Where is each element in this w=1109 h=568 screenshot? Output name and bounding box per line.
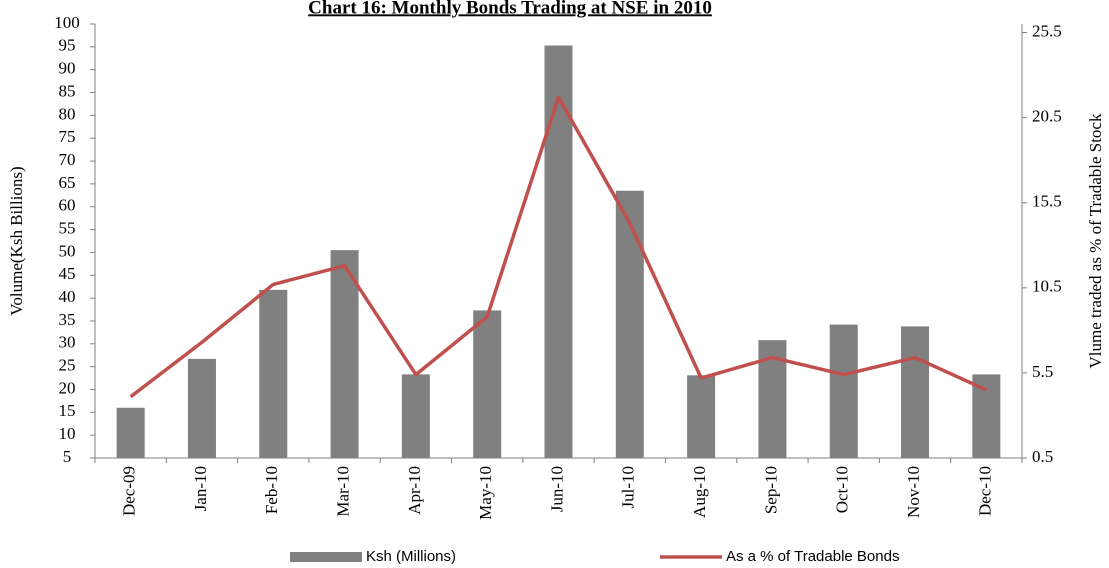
y-tick-label: 60 [59, 196, 76, 215]
x-tick-label: Jan-10 [191, 466, 210, 511]
bar [901, 326, 930, 458]
y-tick-label: 55 [59, 218, 76, 237]
y-tick-label: 5 [63, 447, 72, 466]
y2-tick-label: 0.5 [1032, 447, 1053, 466]
y-tick-label: 70 [59, 150, 76, 169]
y-tick-label: 40 [59, 287, 76, 306]
bar [259, 289, 288, 458]
y-tick-label: 45 [59, 264, 76, 283]
x-tick-label: Feb-10 [262, 466, 281, 514]
bar [116, 407, 145, 458]
x-tick-label: Apr-10 [405, 466, 424, 515]
x-tick-label: Mar-10 [333, 466, 352, 517]
y-tick-label: 75 [59, 127, 76, 146]
x-tick-label: Aug-10 [690, 466, 709, 518]
y2-axis-label: Vlume traded as % of Tradable Stock [1086, 113, 1105, 368]
x-tick-label: Nov-10 [904, 466, 923, 518]
legend-label: As a % of Tradable Bonds [726, 548, 899, 565]
y-tick-label: 80 [59, 104, 76, 123]
y-axis-label: Volume(Ksh Billions) [7, 166, 26, 315]
bar [544, 45, 573, 458]
y-tick-label: 50 [59, 241, 76, 260]
bar [330, 250, 359, 458]
x-tick-label: May-10 [476, 466, 495, 520]
y-tick-label: 25 [59, 356, 76, 375]
bar [615, 190, 644, 458]
bar [687, 375, 716, 458]
x-tick-label: Dec-10 [975, 466, 994, 516]
y2-tick-label: 5.5 [1032, 362, 1053, 381]
bar [401, 374, 430, 458]
y2-tick-label: 10.5 [1032, 277, 1062, 296]
chart-title: Chart 16: Monthly Bonds Trading at NSE i… [308, 0, 712, 18]
y-tick-label: 65 [59, 173, 76, 192]
y-tick-label: 30 [59, 333, 76, 352]
x-tick-label: Dec-09 [120, 466, 139, 516]
line [129, 95, 988, 399]
y2-tick-label: 15.5 [1032, 192, 1062, 211]
legend-swatch [290, 552, 362, 562]
bar [473, 310, 502, 458]
legend-label: Ksh (Millions) [366, 548, 456, 565]
y2-tick-label: 20.5 [1032, 107, 1062, 126]
x-tick-label: Sep-10 [761, 466, 780, 514]
y-tick-label: 35 [59, 310, 76, 329]
x-tick-label: Jul-10 [619, 466, 638, 509]
bar [187, 358, 216, 458]
bar [829, 324, 858, 458]
y-tick-label: 20 [59, 378, 76, 397]
x-tick-label: Jun-10 [547, 466, 566, 512]
y2-tick-label: 25.5 [1032, 21, 1062, 40]
y-tick-label: 15 [59, 401, 76, 420]
y-tick-label: 90 [59, 59, 76, 78]
y-tick-label: 85 [59, 81, 76, 100]
x-tick-label: Oct-10 [833, 466, 852, 513]
y-tick-label: 10 [59, 424, 76, 443]
y-tick-label: 95 [59, 36, 76, 55]
y-tick-label: 100 [54, 13, 80, 32]
